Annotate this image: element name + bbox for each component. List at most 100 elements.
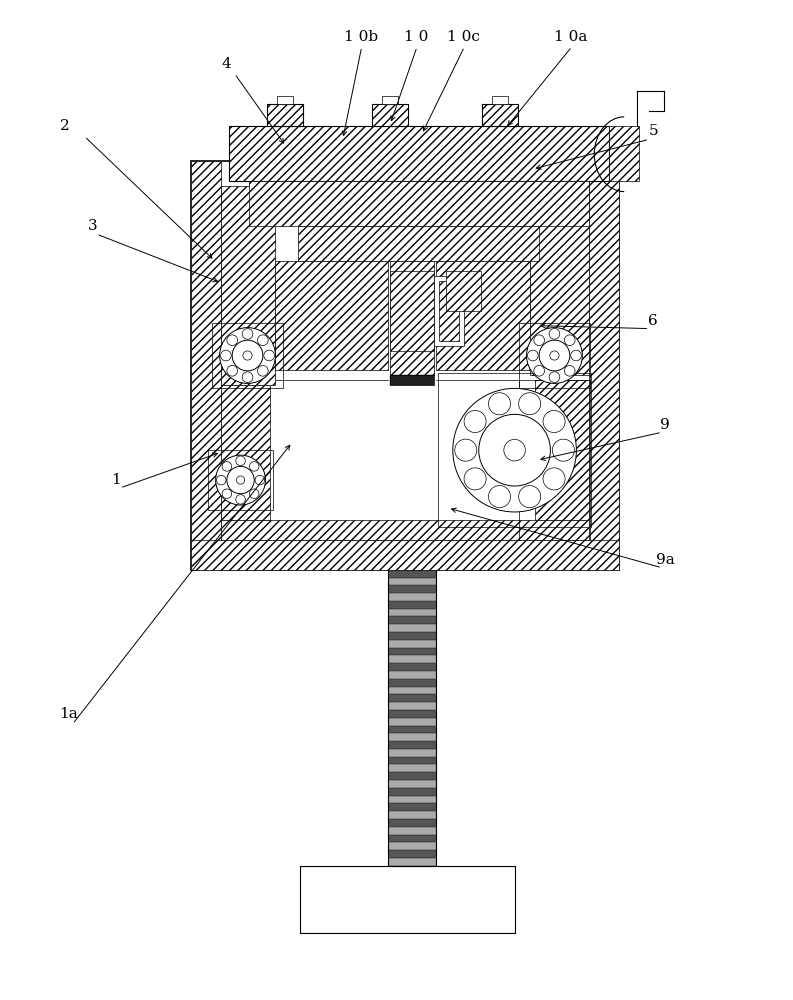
Circle shape [250,462,259,471]
Bar [439,281,459,341]
Bar [220,385,270,520]
Circle shape [227,365,238,376]
Bar [388,686,436,694]
Circle shape [464,468,486,490]
Bar [248,181,589,226]
Bar [390,375,434,385]
Circle shape [220,350,232,361]
Circle shape [504,439,525,461]
Bar [589,161,619,570]
Bar [388,570,436,866]
Bar [228,126,609,181]
Circle shape [527,328,582,383]
Bar [388,741,436,749]
Text: 1a: 1a [59,707,78,721]
Bar [519,323,590,388]
Circle shape [243,351,252,360]
Bar [530,191,589,375]
Bar [388,600,436,609]
Bar [492,96,508,104]
Circle shape [242,329,253,339]
Text: 9a: 9a [656,553,675,567]
Bar [191,540,619,570]
Bar [388,780,436,788]
Bar [446,271,481,311]
Bar [208,450,274,510]
Bar [388,748,436,757]
Circle shape [236,476,245,484]
Bar [278,96,293,104]
Bar [382,96,398,104]
Circle shape [571,350,581,361]
Circle shape [258,365,268,376]
Bar [388,787,436,796]
Circle shape [488,393,511,415]
Bar [388,647,436,655]
Bar [388,702,436,710]
Circle shape [227,466,255,494]
Bar [220,186,275,385]
Circle shape [242,372,253,382]
Circle shape [543,410,565,433]
Bar [388,632,436,640]
Bar [388,655,436,663]
Circle shape [565,335,575,346]
Circle shape [222,489,232,498]
Bar [390,261,434,375]
Bar [372,104,408,126]
Bar [220,520,589,540]
Bar [388,857,436,866]
Bar [191,161,220,570]
Circle shape [258,335,268,346]
Bar [388,826,436,835]
Text: 1 0c: 1 0c [447,30,480,44]
Circle shape [216,475,226,485]
Bar [388,764,436,772]
Circle shape [527,350,538,361]
Bar [390,271,434,351]
Bar [388,818,436,827]
Text: 5: 5 [649,124,658,138]
Bar [388,795,436,803]
Bar [388,569,436,578]
Bar [609,126,639,181]
Bar [191,161,619,570]
Text: 1 0: 1 0 [404,30,428,44]
Circle shape [236,495,245,504]
Circle shape [550,351,559,360]
Bar [388,811,436,819]
Circle shape [227,335,238,346]
Bar [388,639,436,648]
Circle shape [264,350,274,361]
Circle shape [534,365,545,376]
Bar [388,803,436,811]
Bar [436,261,530,370]
Bar [388,733,436,741]
Bar [388,671,436,679]
Bar [388,577,436,585]
Circle shape [222,462,232,471]
Bar [388,616,436,624]
Bar [388,850,436,858]
Bar [388,624,436,632]
Circle shape [553,439,574,461]
Bar [388,725,436,733]
Bar [388,585,436,593]
Circle shape [216,455,266,505]
Text: 3: 3 [87,219,97,233]
Bar [388,834,436,842]
Bar [481,104,518,126]
Bar [388,678,436,687]
Circle shape [220,328,275,383]
Circle shape [479,414,550,486]
Circle shape [232,340,262,371]
Circle shape [464,410,486,433]
Circle shape [255,475,265,485]
Bar [388,694,436,702]
Circle shape [539,340,570,371]
Text: 1: 1 [111,473,121,487]
Circle shape [236,456,245,466]
Bar [434,276,464,346]
Bar [275,261,388,370]
Bar [388,842,436,850]
